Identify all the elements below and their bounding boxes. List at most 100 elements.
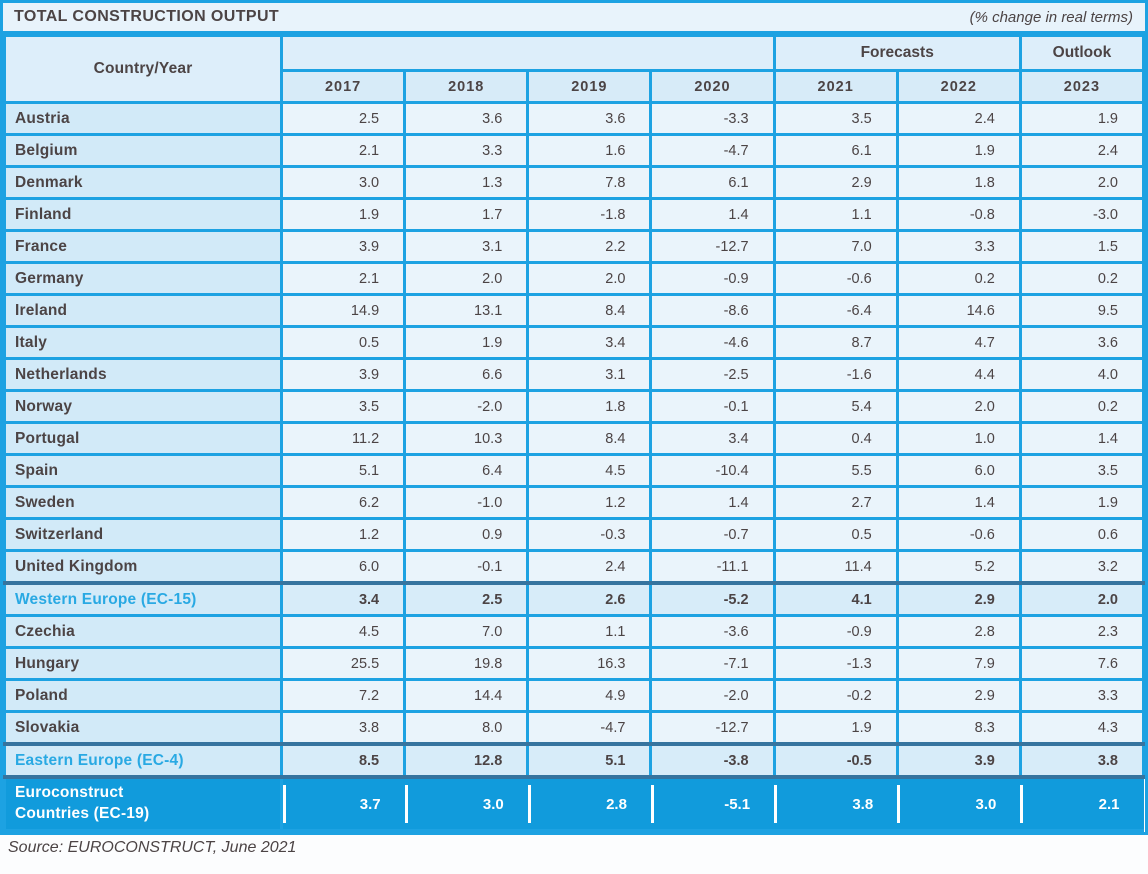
value-cell: 1.2 bbox=[526, 485, 653, 520]
value-cell: -0.7 bbox=[649, 517, 776, 552]
value-cell: -3.8 bbox=[649, 742, 776, 779]
value-cell: 8.5 bbox=[279, 742, 407, 779]
value-cell: 3.5 bbox=[1018, 453, 1146, 488]
value-cell: 2.0 bbox=[895, 389, 1022, 424]
value-cell: 7.9 bbox=[895, 646, 1022, 681]
value-cell: -3.0 bbox=[1018, 197, 1146, 232]
value-cell: 3.0 bbox=[897, 775, 1021, 832]
value-cell: 3.7 bbox=[281, 775, 405, 832]
value-cell: 9.5 bbox=[1018, 293, 1146, 328]
table-row: Slovakia 3.8 8.0 -4.7 -12.7 1.9 8.3 4.3 bbox=[3, 710, 1146, 746]
value-cell: 1.5 bbox=[1018, 229, 1146, 264]
country-cell: Spain bbox=[3, 453, 283, 488]
value-cell: -3.3 bbox=[649, 101, 776, 136]
value-cell: 3.9 bbox=[279, 229, 407, 264]
value-cell: -7.1 bbox=[649, 646, 776, 681]
value-cell: -10.4 bbox=[649, 453, 776, 488]
value-cell: 1.3 bbox=[403, 165, 530, 200]
value-cell: 8.4 bbox=[526, 293, 653, 328]
value-cell: 3.8 bbox=[774, 775, 898, 832]
value-cell: 0.4 bbox=[772, 421, 899, 456]
year-header-2023: 2023 bbox=[1018, 69, 1146, 104]
value-cell: 1.9 bbox=[895, 133, 1022, 168]
value-cell: 14.4 bbox=[403, 678, 530, 713]
year-header-2020: 2020 bbox=[649, 69, 776, 104]
value-cell: 6.0 bbox=[279, 549, 407, 585]
value-cell: 2.5 bbox=[279, 101, 407, 136]
value-cell: 4.9 bbox=[526, 678, 653, 713]
value-cell: 3.3 bbox=[403, 133, 530, 168]
country-cell: Germany bbox=[3, 261, 283, 296]
value-cell: 3.9 bbox=[895, 742, 1022, 779]
value-cell: 19.8 bbox=[403, 646, 530, 681]
value-cell: 4.5 bbox=[279, 614, 407, 649]
value-cell: 7.8 bbox=[526, 165, 653, 200]
value-cell: -3.6 bbox=[649, 614, 776, 649]
value-cell: -12.7 bbox=[649, 710, 776, 746]
value-cell: 3.6 bbox=[403, 101, 530, 136]
year-header-2019: 2019 bbox=[526, 69, 653, 104]
value-cell: -2.0 bbox=[403, 389, 530, 424]
country-cell: Finland bbox=[3, 197, 283, 232]
value-cell: 10.3 bbox=[403, 421, 530, 456]
value-cell: 6.1 bbox=[772, 133, 899, 168]
country-cell: United Kingdom bbox=[3, 549, 283, 585]
value-cell: 1.4 bbox=[895, 485, 1022, 520]
value-cell: 3.8 bbox=[1018, 742, 1146, 779]
value-cell: 2.4 bbox=[895, 101, 1022, 136]
value-cell: -11.1 bbox=[649, 549, 776, 585]
value-cell: 6.2 bbox=[279, 485, 407, 520]
value-cell: -1.3 bbox=[772, 646, 899, 681]
country-cell: Norway bbox=[3, 389, 283, 424]
value-cell: 0.6 bbox=[1018, 517, 1146, 552]
table-row: Western Europe (EC-15) 3.4 2.5 2.6 -5.2 4.1 2.… bbox=[3, 581, 1146, 617]
value-cell: 3.0 bbox=[404, 775, 528, 832]
value-cell: 11.2 bbox=[279, 421, 407, 456]
value-cell: 3.1 bbox=[403, 229, 530, 264]
value-cell: 2.4 bbox=[1018, 133, 1146, 168]
value-cell: 1.6 bbox=[526, 133, 653, 168]
country-cell: Denmark bbox=[3, 165, 283, 200]
value-cell: -0.6 bbox=[772, 261, 899, 296]
value-cell: -4.7 bbox=[526, 710, 653, 746]
value-cell: 2.2 bbox=[526, 229, 653, 264]
value-cell: 6.1 bbox=[649, 165, 776, 200]
value-cell: 5.4 bbox=[772, 389, 899, 424]
year-header-2022: 2022 bbox=[895, 69, 1022, 104]
value-cell: 6.4 bbox=[403, 453, 530, 488]
value-cell: 8.4 bbox=[526, 421, 653, 456]
country-year-header: Country/Year bbox=[3, 34, 283, 104]
value-cell: 5.1 bbox=[526, 742, 653, 779]
table-row: Germany 2.1 2.0 2.0 -0.9 -0.6 0.2 0.2 bbox=[3, 261, 1146, 296]
table-row: Portugal 11.2 10.3 8.4 3.4 0.4 1.0 1.4 bbox=[3, 421, 1146, 456]
value-cell: 2.3 bbox=[1018, 614, 1146, 649]
value-cell: 3.5 bbox=[772, 101, 899, 136]
value-cell: 8.0 bbox=[403, 710, 530, 746]
table-header: Country/Year Forecasts Outlook 2017 2018… bbox=[3, 34, 1146, 104]
value-cell: 1.4 bbox=[649, 485, 776, 520]
value-cell: -8.6 bbox=[649, 293, 776, 328]
value-cell: -0.1 bbox=[649, 389, 776, 424]
table-row: Sweden 6.2 -1.0 1.2 1.4 2.7 1.4 1.9 bbox=[3, 485, 1146, 520]
value-cell: 1.2 bbox=[279, 517, 407, 552]
value-cell: 4.5 bbox=[526, 453, 653, 488]
value-cell: 0.9 bbox=[403, 517, 530, 552]
value-cell: 3.3 bbox=[1018, 678, 1146, 713]
value-cell: 3.9 bbox=[279, 357, 407, 392]
country-cell: Poland bbox=[3, 678, 283, 713]
value-cell: 3.3 bbox=[895, 229, 1022, 264]
value-cell: -0.9 bbox=[772, 614, 899, 649]
table-row: Poland 7.2 14.4 4.9 -2.0 -0.2 2.9 3.3 bbox=[3, 678, 1146, 713]
title-bar: TOTAL CONSTRUCTION OUTPUT (% change in r… bbox=[3, 3, 1145, 34]
value-cell: 7.6 bbox=[1018, 646, 1146, 681]
value-cell: 1.1 bbox=[526, 614, 653, 649]
table-row: Eastern Europe (EC-4) 8.5 12.8 5.1 -3.8 -0.5 3… bbox=[3, 742, 1146, 779]
value-cell: -12.7 bbox=[649, 229, 776, 264]
value-cell: -4.7 bbox=[649, 133, 776, 168]
header-spacer bbox=[280, 34, 776, 72]
value-cell: 1.9 bbox=[772, 710, 899, 746]
value-cell: 0.5 bbox=[772, 517, 899, 552]
table-row: Denmark 3.0 1.3 7.8 6.1 2.9 1.8 2.0 bbox=[3, 165, 1146, 200]
header-group-row: Country/Year Forecasts Outlook bbox=[3, 34, 1146, 104]
value-cell: -5.2 bbox=[649, 581, 776, 617]
